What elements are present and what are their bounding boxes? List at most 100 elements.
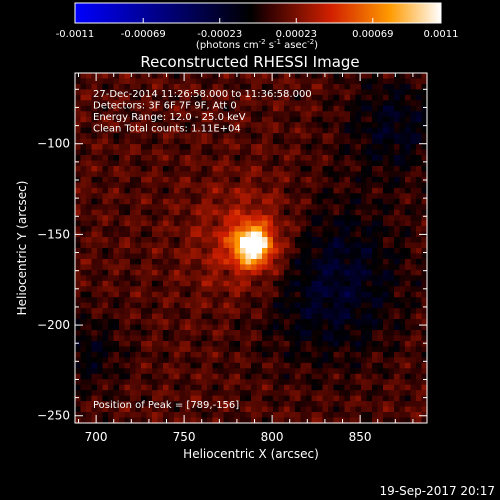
- heatmap-cell: [223, 83, 230, 91]
- heatmap-cell: [311, 302, 318, 309]
- heatmap-cell: [278, 286, 285, 293]
- heatmap-cell: [366, 105, 373, 112]
- heatmap-cell: [350, 176, 357, 183]
- heatmap-cell: [278, 100, 285, 107]
- heatmap-cell: [179, 357, 186, 364]
- heatmap-cell: [97, 122, 104, 129]
- heatmap-cell: [278, 198, 285, 205]
- heatmap-cell: [278, 351, 285, 358]
- heatmap-cell: [377, 412, 384, 419]
- heatmap-cell: [245, 313, 252, 320]
- heatmap-cell: [289, 395, 296, 402]
- heatmap-cell: [218, 144, 225, 151]
- heatmap-cell: [377, 395, 384, 402]
- heatmap-cell: [344, 275, 351, 282]
- heatmap-cell: [262, 78, 269, 85]
- heatmap-cell: [256, 133, 263, 140]
- heatmap-cell: [350, 83, 357, 91]
- heatmap-cell: [174, 176, 181, 183]
- heatmap-cell: [91, 149, 98, 156]
- heatmap-cell: [113, 198, 120, 205]
- heatmap-cell: [295, 73, 302, 80]
- heatmap-cell: [212, 220, 219, 227]
- heatmap-cell: [361, 231, 368, 238]
- heatmap-cell: [333, 248, 340, 255]
- heatmap-cell: [75, 127, 82, 134]
- heatmap-cell: [251, 291, 258, 298]
- heatmap-cell: [300, 149, 307, 156]
- heatmap-cell: [185, 176, 192, 183]
- heatmap-cell: [91, 116, 98, 123]
- heatmap-cell: [372, 149, 379, 156]
- heatmap-cell: [229, 89, 236, 96]
- heatmap-cell: [234, 335, 241, 342]
- heatmap-cell: [256, 127, 263, 134]
- heatmap-cell: [399, 335, 406, 342]
- heatmap-cell: [80, 319, 87, 326]
- heatmap-cell: [146, 362, 153, 369]
- heatmap-cell: [273, 286, 280, 293]
- heatmap-cell: [262, 89, 269, 96]
- heatmap-cell: [135, 280, 142, 287]
- heatmap-cell: [102, 297, 109, 304]
- heatmap-cell: [97, 149, 104, 156]
- heatmap-cell: [113, 149, 120, 156]
- heatmap-cell: [372, 368, 379, 375]
- heatmap-cell: [201, 83, 208, 91]
- heatmap-cell: [278, 362, 285, 369]
- heatmap-cell: [311, 319, 318, 326]
- heatmap-cell: [141, 111, 148, 118]
- heatmap-cell: [157, 280, 164, 287]
- heatmap-cell: [163, 83, 170, 91]
- heatmap-cell: [355, 187, 362, 194]
- heatmap-cell: [80, 209, 87, 216]
- heatmap-cell: [328, 78, 335, 85]
- heatmap-cell: [163, 220, 170, 227]
- heatmap-cell: [295, 78, 302, 85]
- heatmap-cell: [366, 144, 373, 151]
- heatmap-cell: [273, 182, 280, 189]
- heatmap-cell: [273, 401, 280, 408]
- heatmap-cell: [377, 226, 384, 233]
- heatmap-cell: [256, 231, 263, 238]
- heatmap-cell: [113, 122, 120, 129]
- heatmap-cell: [366, 357, 373, 364]
- heatmap-cell: [355, 264, 362, 271]
- heatmap-cell: [168, 384, 175, 391]
- heatmap-cell: [289, 182, 296, 189]
- heatmap-cell: [328, 100, 335, 107]
- heatmap-cell: [80, 198, 87, 205]
- heatmap-cell: [212, 258, 219, 266]
- heatmap-cell: [372, 351, 379, 358]
- heatmap-cell: [394, 187, 401, 194]
- heatmap-cell: [196, 176, 203, 183]
- heatmap-cell: [102, 319, 109, 326]
- heatmap-cell: [86, 335, 93, 342]
- heatmap-cell: [86, 286, 93, 293]
- heatmap-cell: [394, 313, 401, 320]
- heatmap-cell: [350, 182, 357, 189]
- heatmap-cell: [372, 133, 379, 140]
- heatmap-cell: [300, 73, 307, 80]
- heatmap-cell: [102, 215, 109, 222]
- heatmap-cell: [399, 291, 406, 298]
- heatmap-cell: [108, 155, 115, 162]
- heatmap-cell: [157, 248, 164, 255]
- heatmap-cell: [168, 286, 175, 293]
- heatmap-cell: [130, 280, 137, 287]
- heatmap-cell: [240, 258, 247, 266]
- heatmap-cell: [179, 83, 186, 91]
- heatmap-cell: [289, 417, 296, 424]
- heatmap-cell: [256, 155, 263, 162]
- heatmap-cell: [284, 204, 291, 211]
- heatmap-cell: [207, 78, 214, 85]
- heatmap-cell: [421, 144, 428, 151]
- heatmap-cell: [366, 182, 373, 189]
- heatmap-cell: [124, 357, 131, 364]
- heatmap-cell: [421, 127, 428, 134]
- heatmap-cell: [405, 149, 412, 156]
- heatmap-cell: [80, 193, 87, 200]
- heatmap-cell: [410, 395, 417, 402]
- heatmap-cell: [284, 237, 291, 244]
- heatmap-cell: [344, 324, 351, 331]
